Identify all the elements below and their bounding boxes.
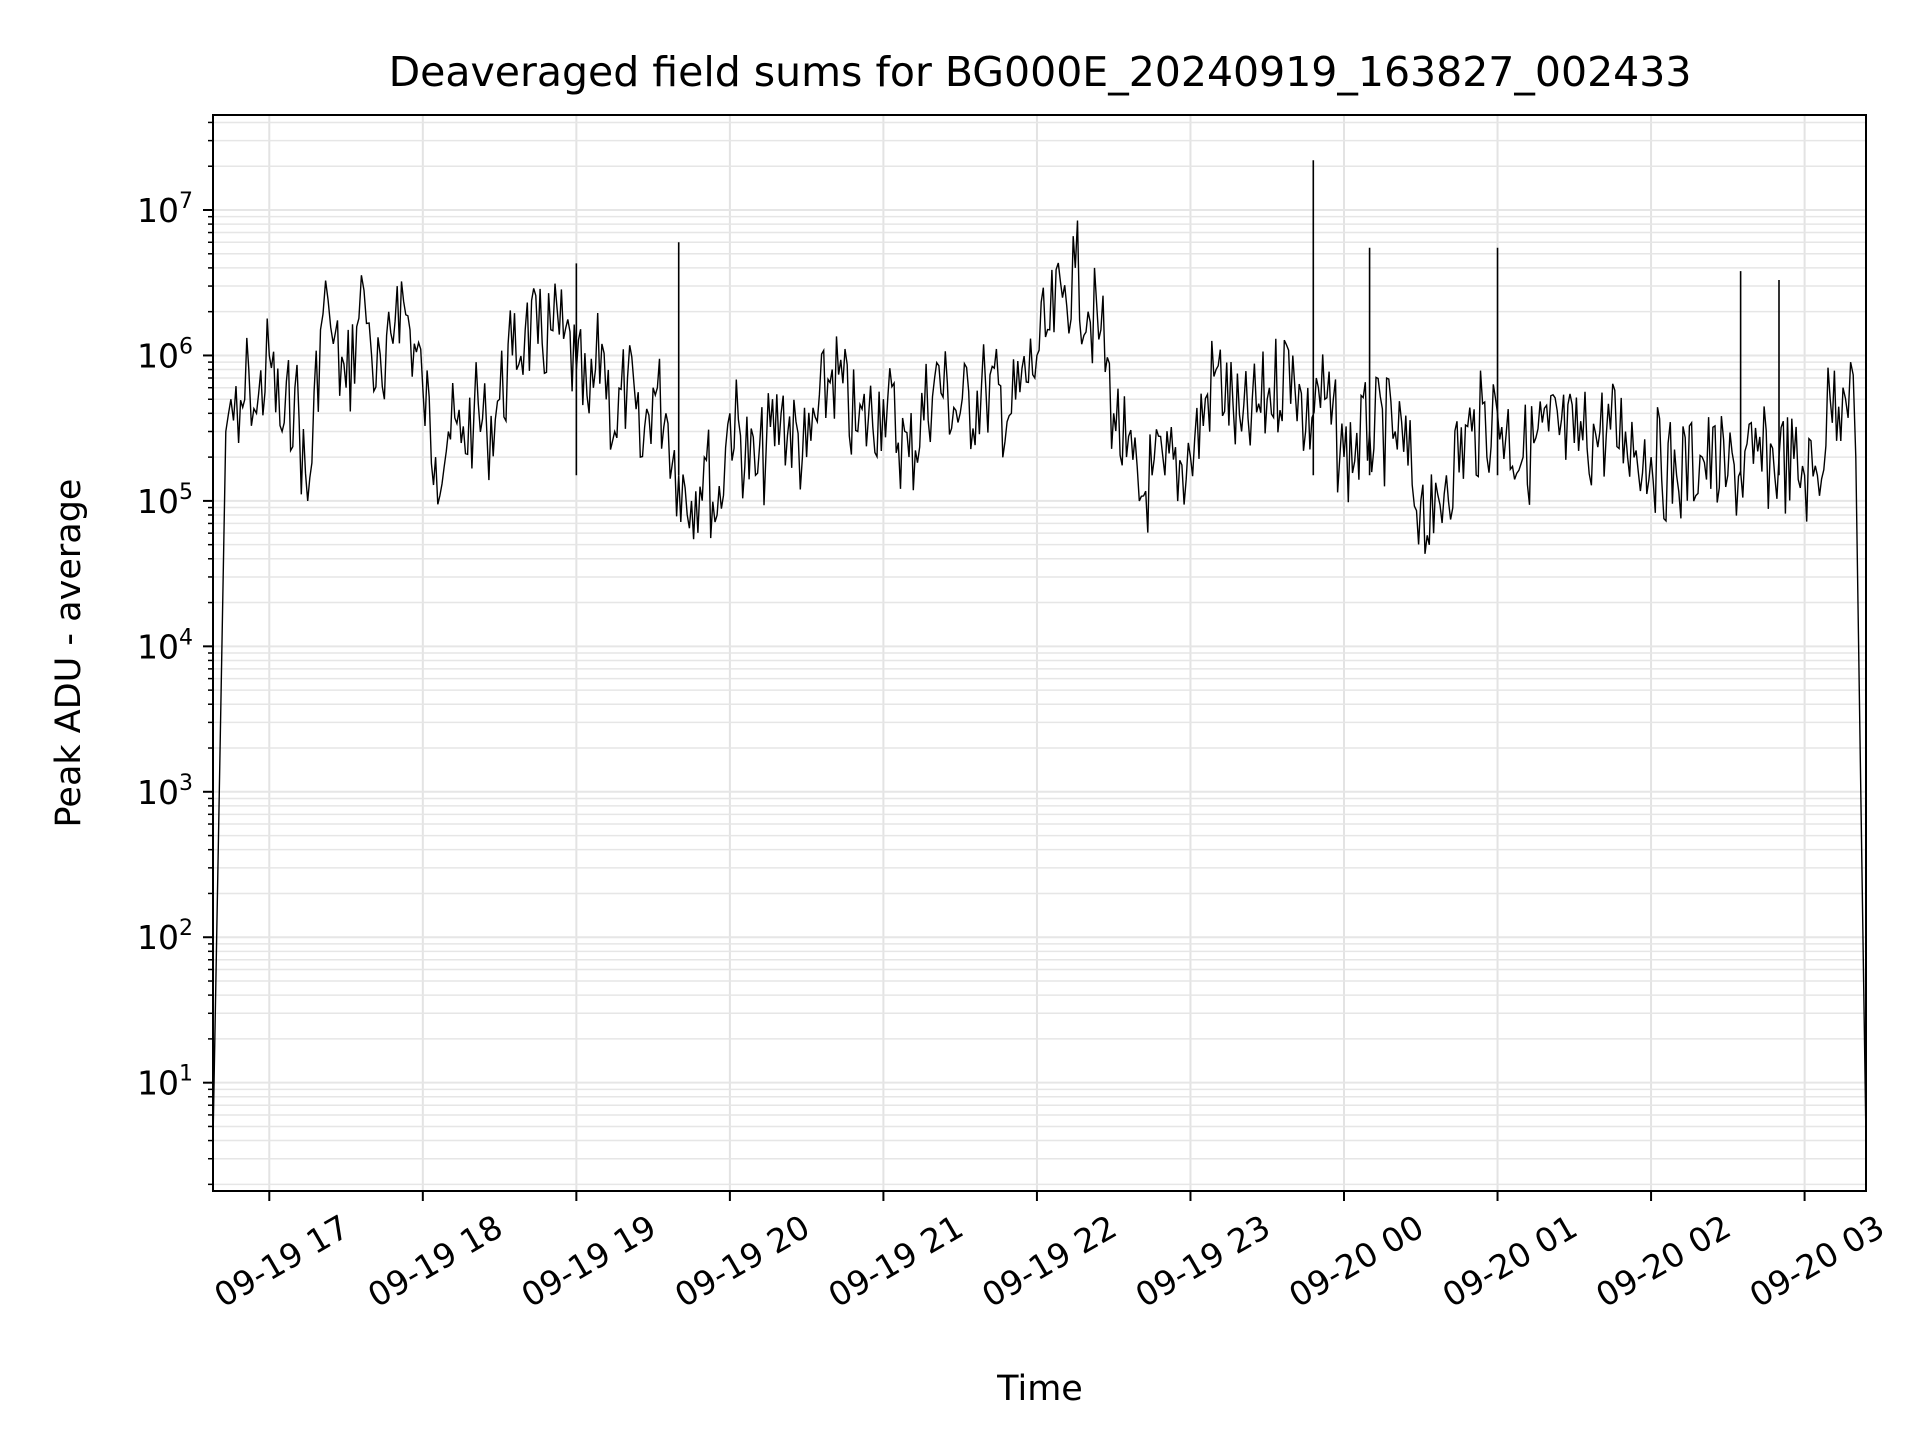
y-axis-label: Peak ADU - average: [49, 479, 89, 828]
series-line: [212, 220, 1867, 1141]
y-tick-label: 104: [137, 625, 193, 666]
y-tick-label: 105: [137, 480, 193, 521]
y-tick-label: 102: [137, 916, 193, 957]
y-axis: 101 102 103 104 105 106 107: [137, 121, 213, 1186]
y-tick-label: 103: [137, 771, 193, 812]
y-tick-label: 106: [137, 334, 193, 375]
y-tick-label: 107: [137, 189, 193, 230]
x-axis-label: Time: [996, 1369, 1083, 1409]
series-layer: [212, 160, 1867, 1141]
chart-title: Deaveraged field sums for BG000E_2024091…: [389, 48, 1692, 96]
y-tick-label: 101: [137, 1062, 193, 1103]
